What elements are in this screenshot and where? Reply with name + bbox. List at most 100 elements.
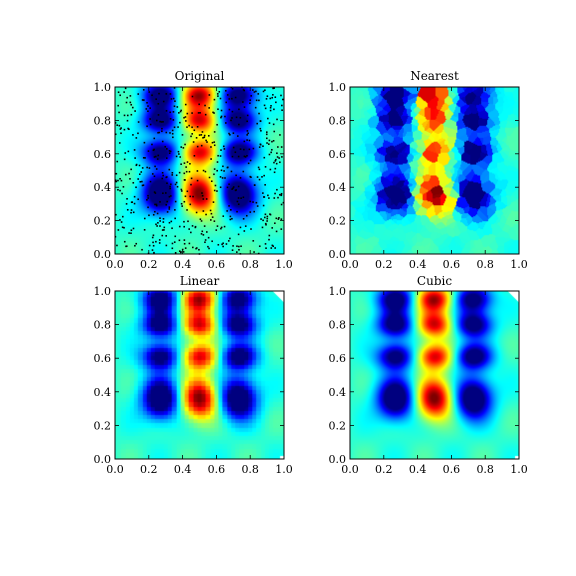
heatmap-image: [115, 87, 284, 254]
sample-point: [257, 166, 260, 169]
sample-point: [249, 159, 252, 162]
sample-point: [243, 106, 246, 108]
sample-point: [258, 99, 260, 102]
sample-point: [231, 87, 234, 90]
sample-point: [155, 204, 158, 207]
y-tick-label: 0.8: [329, 114, 347, 127]
axis-ticks: 0.0 0.2 0.4 0.6 0.8 1.0 0.0 0.2 0.4 0.6 0.8 1.0: [94, 285, 293, 476]
sample-point: [172, 136, 174, 139]
sample-point: [272, 94, 274, 96]
sample-point: [115, 213, 117, 216]
sample-point: [171, 247, 174, 250]
sample-point: [176, 185, 179, 188]
sample-point: [211, 240, 213, 243]
sample-point: [231, 249, 234, 251]
sample-point: [165, 244, 168, 247]
sample-point: [180, 109, 182, 112]
sample-point: [178, 250, 181, 252]
sample-point: [252, 147, 255, 150]
sample-point: [208, 176, 211, 179]
sample-point: [216, 123, 218, 126]
sample-point: [279, 161, 281, 164]
sample-point: [161, 130, 163, 133]
sample-point: [235, 116, 238, 119]
sample-point: [263, 174, 265, 177]
sample-point: [230, 209, 232, 211]
sample-point: [135, 186, 137, 189]
sample-point: [180, 190, 183, 192]
sample-point: [234, 96, 237, 99]
sample-point: [268, 122, 271, 124]
sample-point: [159, 220, 161, 222]
sample-point: [264, 243, 267, 245]
sample-point: [239, 226, 242, 229]
x-tick-label: 0.4: [409, 463, 427, 476]
sample-point: [226, 210, 228, 212]
sample-point: [202, 234, 205, 236]
sample-point: [206, 141, 208, 143]
sample-point: [162, 100, 165, 103]
sample-point: [272, 245, 275, 248]
sample-point: [141, 180, 143, 183]
sample-point: [125, 101, 128, 104]
sample-point: [217, 154, 219, 157]
sample-point: [202, 210, 205, 212]
sample-point: [258, 178, 261, 181]
sample-point: [275, 101, 277, 104]
sample-point: [262, 90, 265, 93]
sample-point: [117, 179, 119, 182]
sample-point: [259, 143, 262, 146]
sample-point: [273, 87, 275, 89]
sample-point: [175, 181, 178, 184]
sample-point: [129, 178, 131, 180]
sample-point: [236, 210, 238, 213]
sample-point: [135, 242, 138, 245]
sample-point: [231, 97, 233, 100]
sample-point: [265, 223, 267, 225]
sample-point: [256, 122, 258, 125]
sample-point: [210, 219, 212, 221]
sample-point: [155, 203, 158, 206]
sample-point: [212, 201, 215, 203]
sample-point: [196, 145, 199, 148]
x-tick-label: 0.0: [341, 258, 359, 271]
sample-point: [208, 247, 210, 250]
sample-point: [186, 112, 189, 115]
sample-point: [242, 170, 245, 173]
sample-point: [204, 170, 207, 173]
sample-point: [169, 183, 172, 186]
sample-point: [225, 101, 228, 104]
sample-point: [273, 108, 275, 111]
sample-point: [132, 211, 135, 214]
sample-point: [217, 243, 220, 246]
sample-point: [186, 161, 189, 163]
sample-point: [213, 112, 215, 114]
sample-point: [210, 180, 213, 183]
sample-point: [175, 174, 178, 177]
sample-point: [220, 169, 223, 172]
sample-point: [130, 229, 133, 232]
sample-point: [119, 94, 121, 97]
sample-point: [229, 133, 231, 136]
sample-point: [158, 92, 160, 95]
sample-point: [270, 151, 272, 154]
sample-point: [253, 251, 255, 253]
sample-point: [188, 242, 191, 245]
sample-point: [184, 195, 187, 198]
y-tick-label: 0.8: [329, 319, 347, 332]
sample-point: [265, 247, 267, 249]
sample-point: [174, 252, 177, 254]
sample-point: [246, 154, 248, 157]
sample-point: [255, 201, 258, 204]
sample-point: [220, 226, 223, 229]
sample-point: [130, 209, 133, 211]
sample-point: [267, 194, 269, 197]
sample-point: [273, 171, 276, 174]
sample-point: [153, 191, 156, 193]
sample-point: [163, 226, 166, 229]
sample-point: [149, 123, 152, 126]
sample-point: [149, 107, 151, 109]
sample-point: [275, 158, 277, 161]
sample-point: [253, 210, 255, 213]
sample-point: [141, 184, 144, 187]
